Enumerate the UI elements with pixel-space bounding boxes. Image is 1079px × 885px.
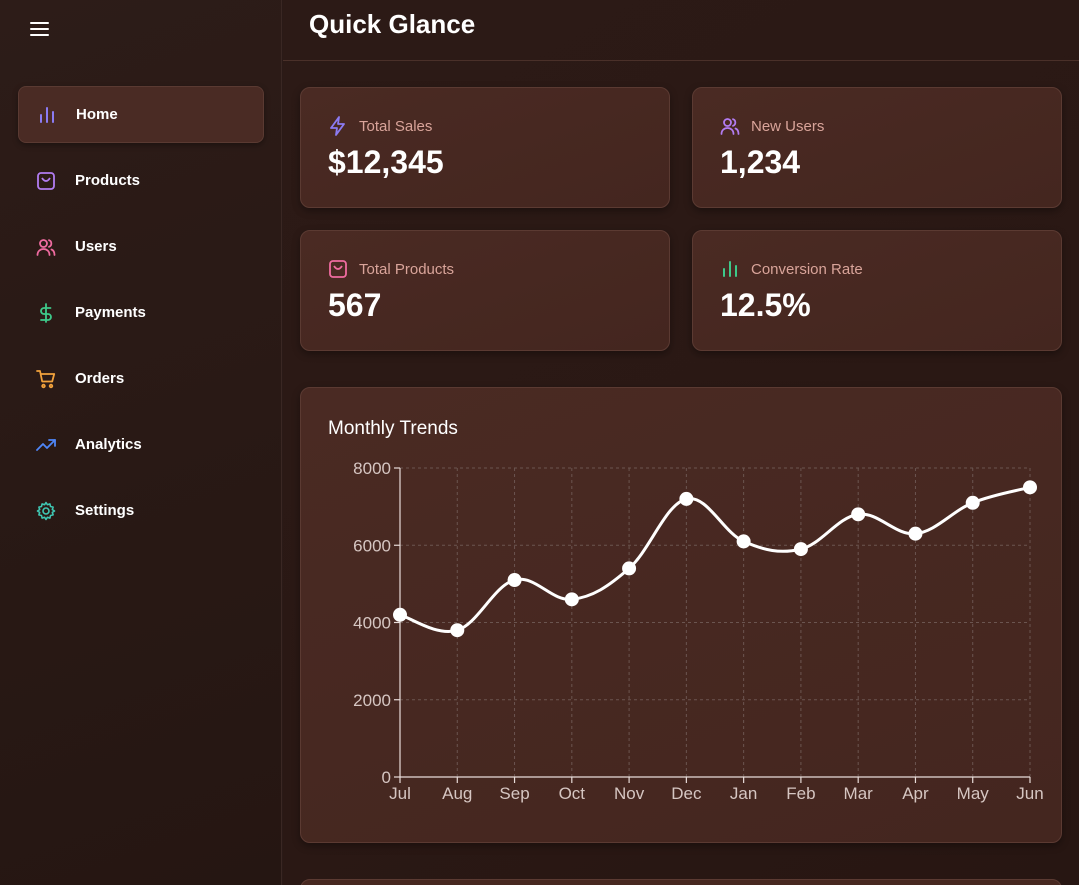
x-tick-label: Apr: [902, 784, 929, 803]
series-line: [400, 487, 1030, 631]
dollar-icon: [36, 303, 56, 323]
bar-chart-icon: [720, 259, 740, 279]
sidebar-nav: Home Products Users Payments Orders: [18, 86, 264, 548]
stat-label: New Users: [751, 118, 824, 135]
x-tick-label: May: [957, 784, 990, 803]
sidebar-item-products[interactable]: Products: [18, 152, 264, 209]
x-tick-label: Feb: [786, 784, 815, 803]
top-bar: Quick Glance: [283, 0, 1079, 61]
sidebar-item-label: Payments: [75, 304, 146, 321]
y-tick-label: 2000: [353, 691, 391, 710]
page-title: Quick Glance: [309, 9, 475, 40]
data-point: [622, 561, 636, 575]
y-tick-label: 6000: [353, 536, 391, 555]
lightning-icon: [328, 116, 348, 136]
sidebar-item-label: Orders: [75, 370, 124, 387]
data-point: [966, 496, 980, 510]
sidebar-item-label: Settings: [75, 502, 134, 519]
stat-value: 12.5%: [720, 287, 811, 324]
shopping-bag-icon: [328, 259, 348, 279]
data-point: [908, 527, 922, 541]
stat-label: Conversion Rate: [751, 261, 863, 278]
stat-value: 1,234: [720, 144, 800, 181]
data-point: [679, 492, 693, 506]
sidebar: Home Products Users Payments Orders: [0, 0, 282, 885]
data-point: [737, 534, 751, 548]
cart-icon: [36, 369, 56, 389]
users-icon: [36, 237, 56, 257]
sidebar-item-label: Users: [75, 238, 117, 255]
chart-card-monthly-trends: Monthly Trends 0 2000 4000 6000 8000 Jul Aug Se…: [300, 387, 1062, 843]
trending-up-icon: [36, 435, 56, 455]
data-point: [794, 542, 808, 556]
data-point: [1023, 480, 1037, 494]
x-tick-label: Aug: [442, 784, 472, 803]
sidebar-item-analytics[interactable]: Analytics: [18, 416, 264, 473]
sidebar-item-payments[interactable]: Payments: [18, 284, 264, 341]
stat-card-total-products: Total Products 567: [300, 230, 670, 351]
stat-value: $12,345: [328, 144, 444, 181]
sidebar-item-home[interactable]: Home: [18, 86, 264, 143]
x-tick-label: Jun: [1016, 784, 1043, 803]
stat-label: Total Sales: [359, 118, 432, 135]
menu-icon[interactable]: [28, 18, 52, 40]
data-point: [450, 623, 464, 637]
stat-card-conversion-rate: Conversion Rate 12.5%: [692, 230, 1062, 351]
sidebar-item-label: Products: [75, 172, 140, 189]
sidebar-item-users[interactable]: Users: [18, 218, 264, 275]
shopping-bag-icon: [36, 171, 56, 191]
x-tick-label: Jul: [389, 784, 411, 803]
data-point: [508, 573, 522, 587]
users-icon: [720, 116, 740, 136]
main-content: Quick Glance Total Sales $12,345 New Use…: [283, 0, 1079, 885]
bar-chart-icon: [37, 105, 57, 125]
stat-card-new-users: New Users 1,234: [692, 87, 1062, 208]
sidebar-item-label: Home: [76, 106, 118, 123]
data-point: [565, 592, 579, 606]
x-tick-label: Sep: [499, 784, 529, 803]
x-tick-label: Nov: [614, 784, 645, 803]
stat-label: Total Products: [359, 261, 454, 278]
x-tick-label: Dec: [671, 784, 702, 803]
sidebar-item-label: Analytics: [75, 436, 142, 453]
sidebar-item-orders[interactable]: Orders: [18, 350, 264, 407]
data-point: [393, 608, 407, 622]
data-point: [851, 507, 865, 521]
next-card: [300, 879, 1062, 885]
x-tick-label: Oct: [559, 784, 586, 803]
y-tick-label: 4000: [353, 614, 391, 633]
stat-value: 567: [328, 287, 381, 324]
gear-icon: [36, 501, 56, 521]
y-tick-label: 8000: [353, 459, 391, 478]
sidebar-item-settings[interactable]: Settings: [18, 482, 264, 539]
stat-card-total-sales: Total Sales $12,345: [300, 87, 670, 208]
x-tick-label: Mar: [844, 784, 874, 803]
x-tick-label: Jan: [730, 784, 757, 803]
